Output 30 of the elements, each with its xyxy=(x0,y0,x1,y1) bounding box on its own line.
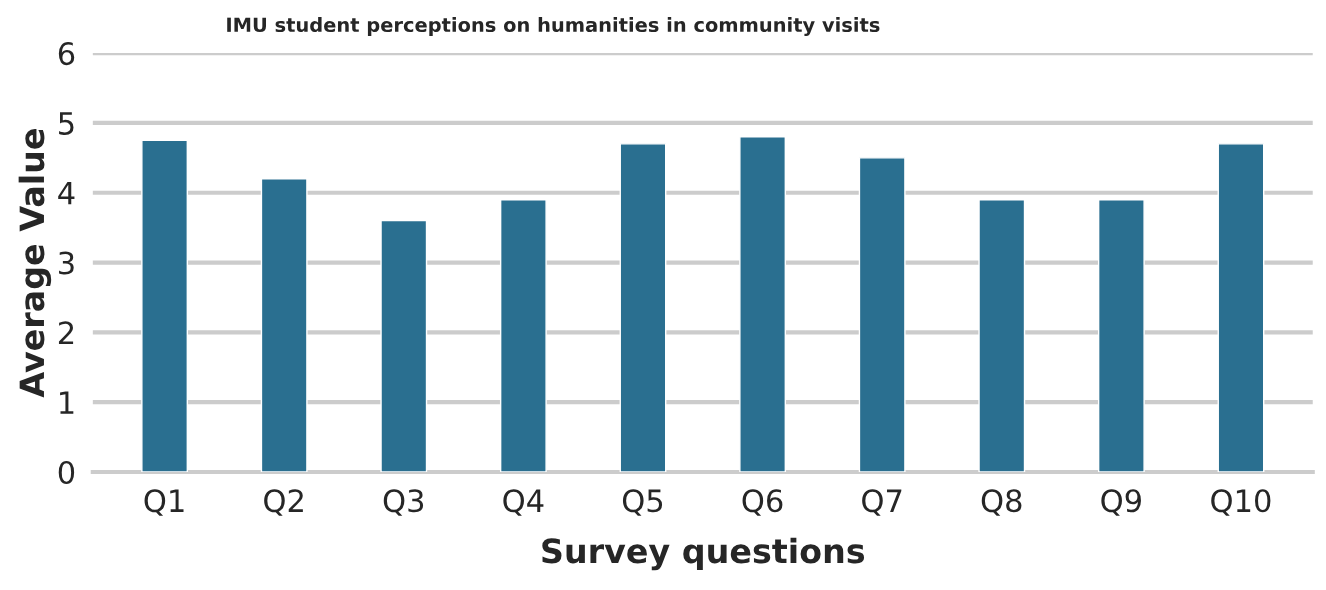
bar xyxy=(739,136,786,472)
y-tick-label: 5 xyxy=(59,112,74,135)
y-tick-label: 3 xyxy=(59,251,74,275)
bar xyxy=(858,157,906,472)
x-tick-label: Q3 xyxy=(383,489,424,516)
y-tick-label: 1 xyxy=(60,391,74,414)
chart-title: IMU student perceptions on humanities in community visits xyxy=(227,17,880,37)
x-tick-label: Q6 xyxy=(742,489,783,516)
bar xyxy=(141,139,188,472)
y-tick-label: 4 xyxy=(58,182,75,205)
bar xyxy=(619,143,667,472)
y-axis-title: Average Value xyxy=(18,129,52,398)
y-tick-label: 0 xyxy=(58,460,75,485)
y-tick-label: 2 xyxy=(58,321,74,344)
x-tick-label: Q9 xyxy=(1101,489,1141,516)
x-tick-label: Q1 xyxy=(144,489,184,516)
bar xyxy=(1097,199,1145,472)
x-tick-label: Q5 xyxy=(622,489,663,516)
x-axis-title: Survey questions xyxy=(542,537,865,571)
x-tick-label: Q10 xyxy=(1211,489,1271,516)
bar xyxy=(499,199,547,472)
bar xyxy=(978,199,1026,472)
bar xyxy=(380,219,428,472)
x-tick-label: Q4 xyxy=(503,489,544,516)
x-tick-label: Q7 xyxy=(862,489,902,516)
y-tick-label: 6 xyxy=(58,42,75,66)
bar xyxy=(1217,143,1265,472)
x-tick-label: Q8 xyxy=(981,489,1022,516)
x-tick-label: Q2 xyxy=(264,489,303,516)
bar xyxy=(260,178,308,472)
